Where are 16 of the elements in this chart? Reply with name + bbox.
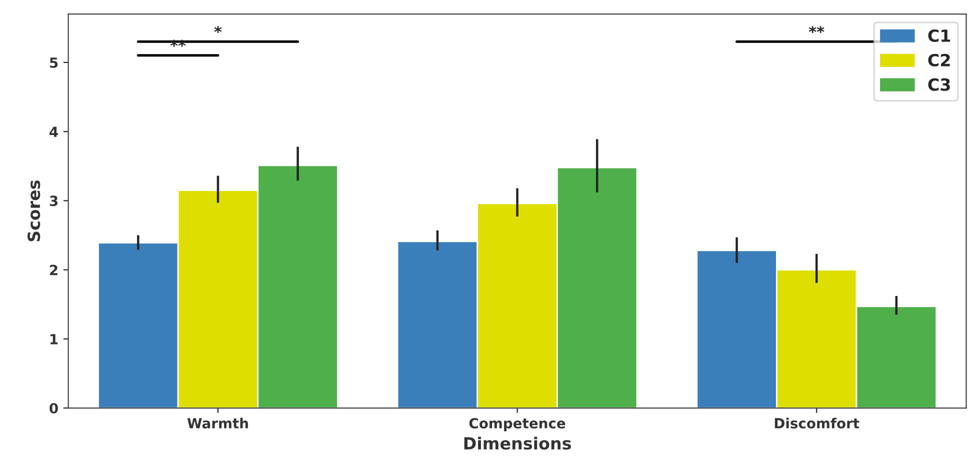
y-tick-label: 4	[50, 126, 58, 137]
y-tick-label: 3	[50, 196, 58, 206]
x-tick-label: Discomfort	[774, 418, 860, 429]
legend-label: C3	[928, 78, 950, 91]
x-axis-title: Dimensions	[464, 436, 571, 450]
annotation: *	[214, 26, 222, 34]
legend-label: C1	[928, 29, 950, 42]
y-tick-label: 2	[50, 264, 58, 276]
y-tick-label: 0	[50, 403, 58, 414]
y-axis-title: Scores	[28, 180, 40, 242]
legend-label: C2	[928, 54, 950, 66]
x-tick-label: Competence	[469, 418, 566, 432]
annotation: **	[808, 26, 824, 34]
y-tick-label: 5	[50, 58, 58, 68]
x-tick-label: Warmth	[187, 418, 248, 429]
y-tick-label: 1	[50, 334, 58, 344]
